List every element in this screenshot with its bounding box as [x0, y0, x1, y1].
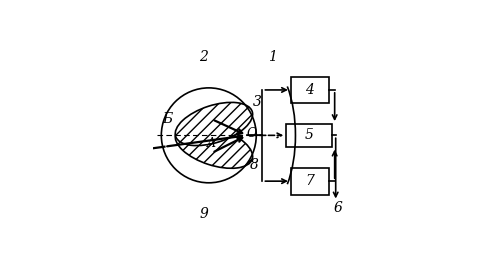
- Bar: [286, 124, 332, 147]
- Text: 8: 8: [250, 158, 258, 172]
- Text: A: A: [208, 137, 216, 150]
- Ellipse shape: [175, 125, 252, 168]
- Text: Б: Б: [162, 112, 172, 126]
- Text: 3: 3: [254, 95, 262, 109]
- Ellipse shape: [175, 102, 252, 146]
- Bar: [291, 168, 329, 195]
- Text: 1: 1: [268, 50, 276, 64]
- Text: 9: 9: [199, 207, 208, 221]
- Text: 5: 5: [304, 128, 314, 142]
- Text: 7: 7: [306, 174, 314, 188]
- Text: O: O: [246, 127, 256, 140]
- Bar: [291, 77, 329, 103]
- Text: 6: 6: [334, 201, 342, 215]
- Text: 4: 4: [306, 83, 314, 97]
- Text: 2: 2: [199, 50, 208, 64]
